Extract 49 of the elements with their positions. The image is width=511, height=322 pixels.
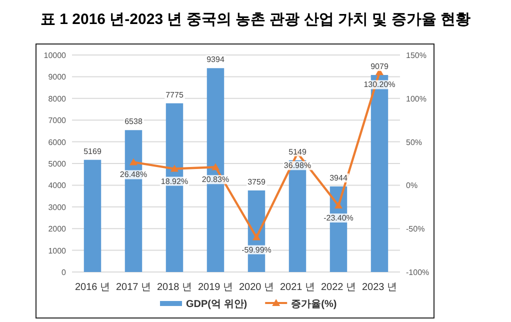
x-tick-label: 2017 년 <box>116 282 152 293</box>
data-label: 20.83% <box>202 175 230 184</box>
y2-tick-label: 100% <box>406 94 426 104</box>
data-label: 18.92% <box>160 176 188 186</box>
y2-tick-label: 150% <box>406 51 426 60</box>
x-tick-label: 2018 년 <box>156 282 192 293</box>
x-tick-label: 2020 년 <box>238 282 274 293</box>
x-tick-label: 2019 년 <box>198 282 234 293</box>
legend-label: GDP(억 위안) <box>186 299 248 310</box>
y-tick-label: 2000 <box>48 224 67 234</box>
point <box>130 158 138 166</box>
data-label: 36.98% <box>284 161 312 170</box>
data-label: -59.99% <box>242 245 272 254</box>
y2-tick-label: -50% <box>406 224 425 234</box>
y-tick-label: 10000 <box>44 51 67 60</box>
x-tick-label: 2023 년 <box>362 282 398 293</box>
point <box>334 202 342 209</box>
data-label: 9394 <box>206 55 225 64</box>
y-tick-label: 4000 <box>48 181 67 190</box>
y-tick-label: 7000 <box>48 116 67 126</box>
x-tick-label: 2022 년 <box>320 282 356 293</box>
legend-label: 증가율(%) <box>291 299 337 310</box>
data-label: 3944 <box>330 173 348 182</box>
point <box>170 164 178 172</box>
y-tick-label: 9000 <box>48 72 67 82</box>
point <box>252 233 260 240</box>
data-label: 5149 <box>288 147 307 156</box>
y-tick-label: 5000 <box>48 160 67 168</box>
data-label: 6538 <box>124 117 143 126</box>
y-tick-label: 3000 <box>48 202 67 212</box>
title: 표 1 2016 년-2023 년 중국의 농촌 관광 산업 가치 및 증가율 현황 <box>40 11 471 28</box>
data-label: -23.40% <box>324 214 354 223</box>
y-tick-label: 1000 <box>48 246 67 256</box>
y2-tick-label: 0% <box>406 181 418 190</box>
y2-tick-label: -100% <box>406 268 430 277</box>
y2-tick-label: 50% <box>406 138 422 147</box>
y-tick-label: 0 <box>62 268 67 277</box>
y-tick-label: 8000 <box>48 94 67 104</box>
data-label: 130.20% <box>364 80 396 90</box>
data-label: 5169 <box>84 146 102 156</box>
data-label: 7775 <box>166 90 184 100</box>
data-label: 26.48% <box>120 170 148 180</box>
bar <box>84 160 102 272</box>
data-label: 3759 <box>248 177 266 186</box>
y-tick-label: 6000 <box>48 138 67 147</box>
point <box>212 163 220 170</box>
x-tick-label: 2021 년 <box>280 282 316 293</box>
x-tick-label: 2016 년 <box>74 282 110 293</box>
data-label: 9079 <box>370 62 389 71</box>
